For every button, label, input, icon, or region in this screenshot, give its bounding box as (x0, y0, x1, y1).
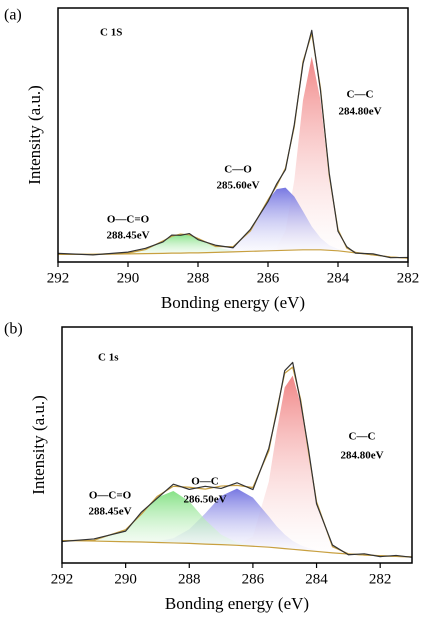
peak-annotation: 285.60eV (216, 180, 259, 192)
peak-annotation: 284.80eV (338, 106, 381, 118)
component-peak (58, 234, 408, 259)
y-axis-title: Intensity (a.u.) (29, 395, 48, 495)
plot-frame (61, 326, 413, 564)
component-peak (58, 187, 408, 259)
peak-annotation: C—O (224, 164, 252, 176)
x-tick-label: 290 (117, 270, 140, 286)
x-axis-title: Bonding energy (eV) (165, 594, 309, 613)
x-tick-label: 284 (327, 270, 350, 286)
peak-annotation: 288.45eV (88, 506, 131, 518)
baseline (58, 249, 409, 259)
component-peak (62, 491, 412, 557)
peak-annotation: C—C (349, 431, 376, 443)
spectrum-line (61, 361, 413, 558)
peak-annotation: 288.45eV (106, 230, 149, 242)
x-tick-label: 290 (114, 571, 137, 587)
peak-annotation: O—C (191, 476, 219, 488)
panel-label: (a) (4, 7, 22, 24)
x-tick-label: 286 (242, 571, 265, 587)
x-tick-label: 288 (178, 571, 201, 587)
plot-frame (57, 7, 409, 263)
x-tick-label: 288 (187, 270, 210, 286)
peak-annotation: 284.80eV (340, 450, 383, 462)
peak-annotation: O—C=O (107, 214, 150, 226)
peak-annotation: C—C (347, 89, 374, 101)
x-tick-label: 282 (397, 270, 420, 286)
x-tick-label: 286 (257, 270, 280, 286)
x-tick-label: 284 (305, 571, 328, 587)
spectrum-line (57, 29, 409, 259)
peak-annotation: O—C=O (89, 490, 132, 502)
component-peak (58, 56, 408, 259)
y-axis-title: Intensity (a.u.) (25, 85, 44, 185)
panel-label: (b) (4, 321, 23, 338)
x-tick-label: 292 (47, 270, 70, 286)
x-tick-label: 292 (51, 571, 74, 587)
peak-annotation: C 1s (98, 352, 119, 364)
peak-annotation: C 1S (100, 27, 122, 39)
component-peak (62, 488, 412, 557)
peak-annotation: 286.50eV (183, 494, 226, 506)
x-axis-title: Bonding energy (eV) (161, 293, 305, 312)
x-tick-label: 282 (369, 571, 392, 587)
